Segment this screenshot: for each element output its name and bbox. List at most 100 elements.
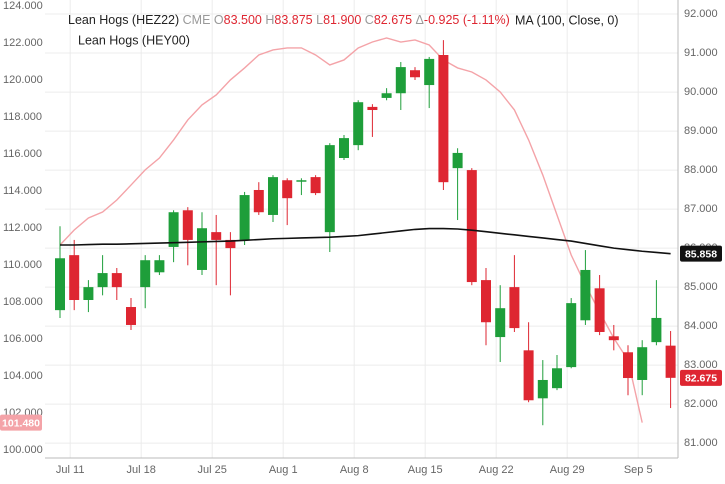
- last-price-box: [0, 414, 42, 431]
- candle-body: [537, 379, 548, 399]
- candle-body: [594, 288, 605, 332]
- x-tick-label: Jul 18: [127, 464, 156, 476]
- y-tick-label: 112.000: [3, 222, 42, 234]
- low-key: L: [316, 13, 323, 27]
- change-key: Δ: [416, 13, 424, 27]
- last-price-label: 85.858: [685, 248, 717, 260]
- y2-tick-label: 90.000: [684, 86, 718, 98]
- candle-body: [282, 180, 293, 199]
- y2-tick-label: 88.000: [684, 164, 718, 176]
- candle-body: [395, 67, 406, 94]
- candle-body: [552, 368, 562, 389]
- change-value: -0.925 (-1.11%): [424, 13, 510, 27]
- candle-body: [310, 177, 321, 194]
- candle-body: [268, 177, 278, 215]
- study-label: MA (100, Close, 0): [515, 13, 619, 27]
- y-tick-label: 122.000: [3, 37, 43, 49]
- y-tick-label: 108.000: [3, 296, 43, 308]
- x-tick-label: Aug 1: [269, 464, 298, 476]
- x-tick-label: Jul 11: [56, 464, 85, 476]
- y-tick-label: 118.000: [3, 111, 42, 123]
- candle-body: [353, 102, 364, 146]
- legend-line: Lean Hogs (HEZ22) CME O83.500 H83.875 L8…: [68, 13, 510, 27]
- x-tick-label: Aug 8: [340, 464, 369, 476]
- y2-tick-label: 83.000: [684, 359, 718, 371]
- compare-label: Lean Hogs (HEY00): [78, 33, 190, 47]
- candle-body: [466, 170, 477, 283]
- y-tick-label: 100.000: [3, 444, 43, 456]
- x-tick-label: Aug 22: [479, 464, 514, 476]
- candle-body: [381, 93, 392, 98]
- open-key: O: [214, 13, 224, 27]
- exchange: CME: [183, 13, 211, 27]
- candle-body: [140, 260, 151, 288]
- y2-tick-label: 91.000: [684, 47, 718, 59]
- marks: 101.480 82.675 85.858: [0, 37, 722, 431]
- y-tick-label: 110.000: [3, 259, 42, 271]
- y2-tick-label: 81.000: [684, 437, 718, 449]
- grid: 100.000102.000104.000106.000108.000110.0…: [3, 0, 718, 476]
- candle-body: [168, 212, 179, 247]
- close-value: 82.675: [374, 13, 412, 27]
- candle-body: [324, 145, 335, 233]
- last-price-label: 82.675: [685, 373, 717, 385]
- candle-body: [55, 258, 65, 311]
- candle-body: [69, 255, 80, 301]
- y-tick-label: 106.000: [3, 333, 43, 345]
- candle-body: [225, 239, 236, 249]
- high-key: H: [265, 13, 274, 27]
- candle-body: [509, 287, 520, 329]
- y2-tick-label: 82.000: [684, 398, 718, 410]
- candle-body: [608, 336, 619, 341]
- y-tick-label: 124.000: [3, 0, 43, 12]
- y2-tick-label: 87.000: [684, 203, 718, 215]
- y2-tick-label: 84.000: [684, 320, 718, 332]
- candle-body: [566, 303, 577, 368]
- y2-tick-label: 85.000: [684, 281, 718, 293]
- x-tick-label: Sep 5: [624, 464, 653, 476]
- candle-body: [111, 273, 122, 288]
- candle-body: [154, 260, 165, 273]
- close-key: C: [365, 13, 374, 27]
- line-series: [60, 227, 671, 255]
- candle-body: [452, 152, 463, 169]
- candle-body: [481, 280, 491, 323]
- candle-body: [580, 269, 591, 321]
- candle-body: [211, 232, 222, 240]
- y2-tick-label: 89.000: [684, 125, 718, 137]
- candle-body: [424, 58, 435, 86]
- candle-body: [665, 345, 676, 378]
- candle-body: [126, 307, 136, 325]
- candle-body: [239, 195, 250, 240]
- candle-body: [438, 55, 449, 183]
- x-tick-label: Aug 29: [550, 464, 585, 476]
- y-tick-label: 104.000: [3, 370, 43, 382]
- candle-body: [339, 138, 349, 158]
- candle-body: [253, 189, 264, 213]
- x-tick-label: Aug 15: [408, 464, 443, 476]
- candle-body: [83, 287, 94, 301]
- symbol: Lean Hogs (HEZ22): [68, 13, 179, 27]
- y-tick-label: 116.000: [3, 148, 42, 160]
- candle-body: [523, 350, 534, 401]
- candle-body: [367, 106, 378, 111]
- candle-body: [410, 70, 420, 78]
- y-tick-label: 120.000: [3, 74, 43, 86]
- candle-body: [651, 317, 662, 343]
- open-value: 83.500: [224, 13, 262, 27]
- candle-body: [197, 228, 207, 270]
- x-tick-label: Jul 25: [198, 464, 227, 476]
- last-price-box: [680, 245, 722, 262]
- candle-body: [495, 308, 506, 338]
- y2-tick-label: 92.000: [684, 8, 718, 20]
- line-series: [59, 37, 643, 423]
- high-value: 83.875: [274, 13, 312, 27]
- candle-body: [296, 180, 307, 182]
- candle-body: [637, 347, 648, 380]
- candle-body: [97, 273, 108, 288]
- low-value: 81.900: [323, 13, 361, 27]
- candle-body: [182, 210, 193, 240]
- candle-body: [623, 352, 633, 379]
